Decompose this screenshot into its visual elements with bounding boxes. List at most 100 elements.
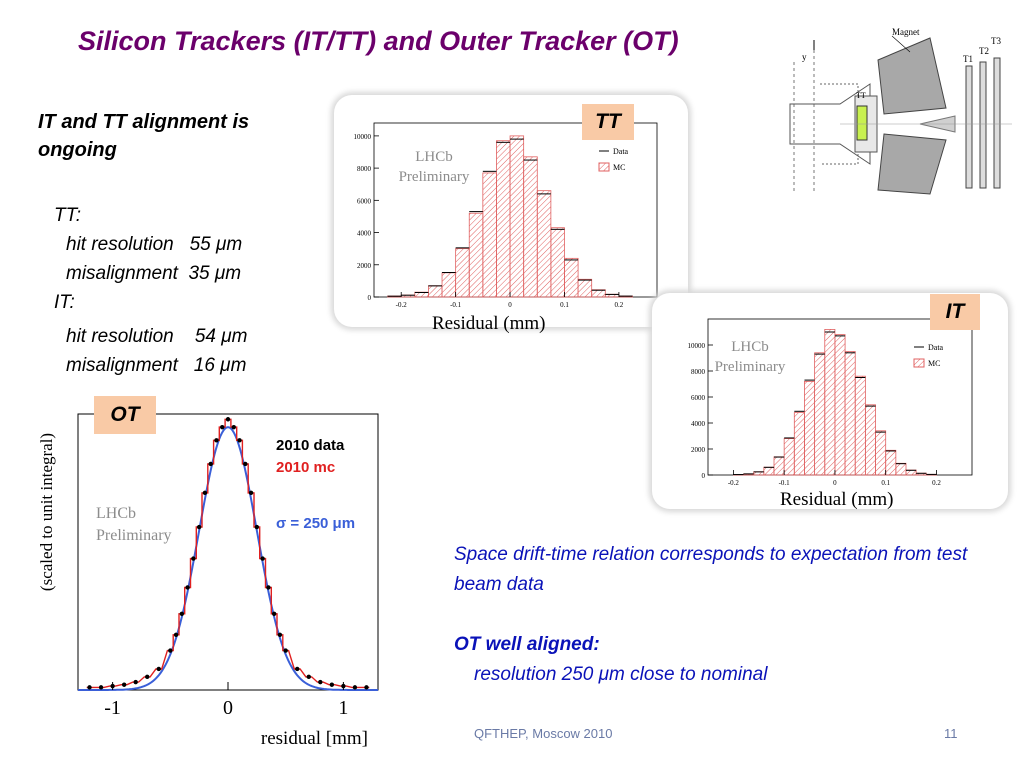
tt-resolution-label: TT:	[54, 205, 82, 226]
data-point	[243, 461, 248, 467]
data-point	[254, 524, 260, 530]
tt-station	[856, 105, 868, 141]
plot-frame	[77, 413, 379, 691]
mc-bar	[482, 172, 497, 298]
lhcb-watermark-line1: LHCb	[731, 339, 769, 355]
t2-label: T2	[979, 46, 989, 56]
t1-label: T1	[963, 54, 973, 64]
t1-station	[965, 65, 973, 189]
magnet-label: Magnet	[892, 27, 920, 37]
data-point	[283, 648, 288, 653]
lhcb-watermark-line2: Preliminary	[715, 359, 786, 375]
mc-bar	[773, 456, 785, 476]
data-point	[220, 424, 225, 430]
mc-bar	[564, 257, 579, 298]
x-tick-label: 0.2	[932, 479, 941, 487]
y-tick-label: 4000	[691, 420, 706, 428]
x-tick-label: -1	[104, 697, 121, 719]
x-tick-label: 0	[223, 697, 233, 719]
x-tick-label: -0.1	[450, 301, 462, 309]
alignment-note: IT and TT alignment is ongoing	[38, 111, 250, 161]
y-tick-label: 0	[368, 294, 372, 302]
x-tick-label: -0.1	[779, 479, 791, 487]
x-tick-label: 0	[508, 301, 512, 309]
ot-tag: OT	[94, 396, 156, 434]
t3-label: T3	[991, 36, 1001, 46]
legend-mc-label: 2010 mc	[276, 459, 335, 476]
data-point	[121, 682, 127, 687]
legend-data-label: Data	[928, 343, 944, 352]
it-misalignment: misalignment 16 μm	[66, 355, 247, 376]
magnet-upper	[877, 37, 947, 115]
x-tick-label: 0.1	[560, 301, 569, 309]
y-tick-label: 10000	[354, 133, 372, 141]
mc-bar	[496, 140, 511, 298]
y-tick-label: 2000	[691, 446, 706, 454]
data-point	[352, 685, 358, 690]
data-point	[318, 679, 323, 685]
lhcb-watermark-line1: LHCb	[96, 505, 136, 522]
mc-bar	[536, 190, 552, 298]
data-point	[329, 682, 335, 687]
data-point	[156, 666, 161, 672]
y-tick-label: 2000	[357, 262, 372, 270]
vertex-region	[789, 83, 871, 165]
ot-resolution-text: resolution 250 μm close to nominal	[474, 664, 768, 685]
x-tick-label: 0.1	[881, 479, 890, 487]
tt-hit-resolution: hit resolution 55 μm	[66, 234, 243, 255]
data-point	[185, 585, 190, 590]
y-tick-label: 4000	[357, 230, 372, 238]
data-point	[260, 556, 265, 561]
y-tick-label: 8000	[691, 368, 706, 376]
mc-bar	[428, 285, 443, 298]
drift-time-note: Space drift-time relation corresponds to…	[454, 544, 968, 595]
tt-xlabel: Residual (mm)	[432, 313, 546, 334]
mc-bar	[875, 430, 887, 476]
data-point	[271, 611, 277, 616]
data-point	[237, 438, 242, 443]
y-axis-label: (scaled to unit integral)	[37, 433, 56, 591]
y-tick-label: 6000	[357, 197, 372, 205]
data-point	[196, 524, 202, 530]
tt-residual-chart: -0.2 -0.1 0 0.1 0.2 0 2000 4000 6000 8000 10000 Dat…	[354, 122, 658, 309]
legend-mc-label: MC	[928, 359, 940, 368]
lhcb-watermark-line2: Preliminary	[96, 527, 172, 544]
mc-bar	[895, 462, 907, 476]
data-point	[202, 490, 208, 496]
data-point	[208, 461, 213, 467]
page-number: 11	[944, 726, 958, 741]
mc-bar	[591, 289, 606, 298]
mc-bar	[455, 248, 470, 298]
ot-aligned-note: OT well aligned: resolution 250 μm close…	[454, 630, 767, 690]
legend-mc-symbol	[913, 358, 925, 368]
tt-chart-panel: -0.2 -0.1 0 0.1 0.2 0 2000 4000 6000 8000 10000 Dat…	[334, 95, 688, 327]
it-residual-chart: -0.2 -0.1 0 0.1 0.2 0 2000 4000 6000 8000 10000 Dat…	[688, 318, 973, 487]
tt-misalignment: misalignment 35 μm	[66, 263, 242, 284]
lhcb-watermark-line1: LHCb	[415, 149, 453, 165]
footer-conference: QFTHEP, Moscow 2010	[474, 726, 613, 741]
data-point	[364, 685, 369, 690]
x-tick-label: 1	[338, 697, 348, 719]
mc-bar	[844, 351, 856, 476]
data-point	[277, 632, 283, 637]
x-tick-label: 0	[833, 479, 837, 487]
mc-bar	[763, 466, 775, 476]
mc-bar	[550, 227, 565, 298]
data-point	[231, 424, 236, 430]
y-tick-label: 8000	[357, 165, 372, 173]
tt-label: TT	[856, 91, 866, 100]
y-tick-label: 6000	[691, 394, 706, 402]
data-point	[87, 685, 92, 690]
data-point	[225, 417, 231, 422]
gaussian-fit-line	[78, 426, 378, 691]
magnet-lower	[877, 133, 947, 195]
data-point	[168, 648, 173, 653]
mc-bar	[854, 375, 866, 476]
it-tag: IT	[930, 294, 980, 330]
mc-bar	[885, 449, 897, 476]
mc-bar	[864, 404, 876, 476]
data-point	[145, 674, 150, 680]
mc-bar	[783, 438, 795, 476]
legend-mc-label: MC	[613, 163, 625, 172]
legend-mc-symbol	[598, 162, 610, 172]
